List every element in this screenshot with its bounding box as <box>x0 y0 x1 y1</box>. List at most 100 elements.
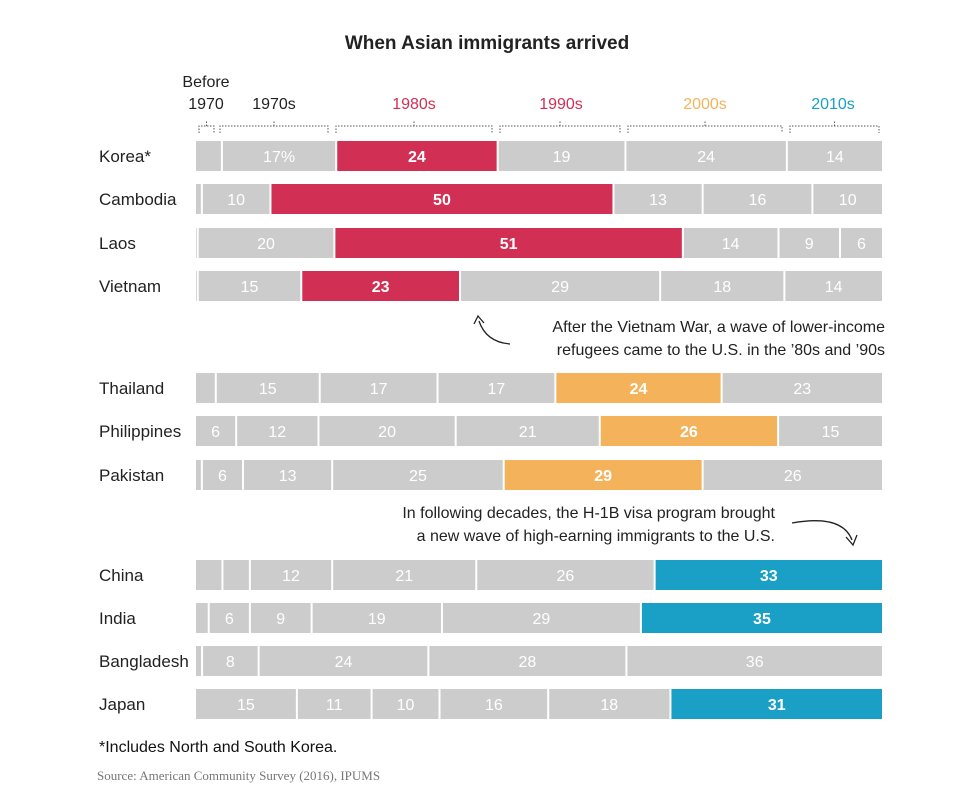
bar-segment <box>440 689 548 719</box>
bar-value-label: 24 <box>630 381 648 398</box>
decade-label: 1980s <box>392 96 436 113</box>
bar-value-label: 9 <box>276 611 285 628</box>
bar-segment <box>442 603 640 633</box>
bar-segment <box>661 271 784 301</box>
bar-value-label: 28 <box>518 654 536 671</box>
bar-segment <box>703 184 812 214</box>
bar-value-label: 14 <box>722 236 740 253</box>
bar-value-label: 15 <box>237 697 255 714</box>
bar-value-label: 21 <box>519 424 537 441</box>
country-label: Bangladesh <box>99 652 189 671</box>
bar-segment <box>196 271 197 301</box>
bar-segment <box>271 184 613 214</box>
bar-segment <box>722 373 882 403</box>
bar-segment <box>504 460 702 490</box>
bar-segment <box>202 184 270 214</box>
bar-segment <box>779 416 882 446</box>
bar-segment <box>196 373 215 403</box>
bar-segment <box>223 560 249 590</box>
annotation-2-arrow <box>791 520 853 541</box>
bar-segment <box>438 373 555 403</box>
bar-value-label: 29 <box>551 279 569 296</box>
decade-bracket <box>789 121 880 133</box>
bar-segment <box>498 141 625 171</box>
bar-value-label: 6 <box>218 468 227 485</box>
bar-segment <box>841 228 882 258</box>
bar-segment <box>198 228 334 258</box>
bar-value-label: 16 <box>485 697 503 714</box>
bar-segment <box>216 373 319 403</box>
bar-segment <box>202 460 243 490</box>
bar-segment <box>461 271 660 301</box>
bar-segment <box>333 560 476 590</box>
bar-value-label: 10 <box>227 192 245 209</box>
bar-value-label: 24 <box>335 654 353 671</box>
bar-segment <box>641 603 882 633</box>
chart-title: When Asian immigrants arrived <box>345 33 629 54</box>
bar-value-label: 17 <box>488 381 506 398</box>
decade-bracket <box>627 121 783 133</box>
decade-bracket <box>499 121 621 133</box>
bar-segment <box>372 689 439 719</box>
country-label: China <box>99 566 144 585</box>
annotation-1-line1: After the Vietnam War, a wave of lower-i… <box>552 319 885 336</box>
bar-value-label: 18 <box>600 697 618 714</box>
bar-segment <box>244 460 332 490</box>
bar-value-label: 26 <box>784 468 802 485</box>
bar-segment <box>250 603 311 633</box>
bar-segment <box>203 646 258 676</box>
bar-segment <box>787 141 882 171</box>
bar-value-label: 10 <box>839 192 857 209</box>
bar-segment <box>302 271 460 301</box>
bar-value-label: 35 <box>753 611 771 628</box>
bar-segment <box>196 416 236 446</box>
bar-segment <box>626 141 786 171</box>
bar-segment <box>196 689 296 719</box>
country-label: Philippines <box>99 422 181 441</box>
country-label: India <box>99 609 136 628</box>
bar-segment <box>477 560 654 590</box>
source-note: Source: American Community Survey (2016)… <box>97 768 380 783</box>
bar-segment <box>196 603 208 633</box>
bar-value-label: 26 <box>680 424 698 441</box>
bar-value-label: 15 <box>259 381 277 398</box>
country-label: Japan <box>99 695 145 714</box>
bar-value-label: 6 <box>211 424 220 441</box>
bar-segment <box>813 184 882 214</box>
bar-value-label: 26 <box>557 568 575 585</box>
bar-segment <box>209 603 249 633</box>
bar-segment <box>655 560 882 590</box>
bar-value-label: 16 <box>749 192 767 209</box>
bar-segment <box>312 603 441 633</box>
bar-segment <box>785 271 882 301</box>
bar-value-label: 20 <box>378 424 396 441</box>
bar-value-label: 14 <box>826 149 844 166</box>
bar-value-label: 13 <box>279 468 297 485</box>
decade-label-line2: 1970 <box>188 96 224 113</box>
bar-segment <box>779 228 840 258</box>
bar-segment <box>319 416 455 446</box>
country-label: Korea* <box>99 147 151 166</box>
bar-value-label: 18 <box>713 279 731 296</box>
bar-value-label: 17% <box>263 149 295 166</box>
bar-value-label: 33 <box>760 568 778 585</box>
bar-segment <box>196 184 201 214</box>
decade-label: 2000s <box>683 96 727 113</box>
bar-value-label: 36 <box>746 654 764 671</box>
bar-segment <box>627 646 882 676</box>
bar-value-label: 9 <box>805 236 814 253</box>
country-label: Cambodia <box>99 190 177 209</box>
decade-label: 2010s <box>811 96 855 113</box>
country-label: Pakistan <box>99 466 164 485</box>
country-label: Laos <box>99 234 136 253</box>
bar-segment <box>196 560 222 590</box>
bar-value-label: 6 <box>225 611 234 628</box>
bar-segment <box>320 373 437 403</box>
bar-segment <box>429 646 626 676</box>
bar-segment <box>600 416 778 446</box>
bar-segment <box>237 416 318 446</box>
bar-value-label: 6 <box>857 236 866 253</box>
bar-value-label: 29 <box>594 468 612 485</box>
bar-value-label: 24 <box>408 149 426 166</box>
